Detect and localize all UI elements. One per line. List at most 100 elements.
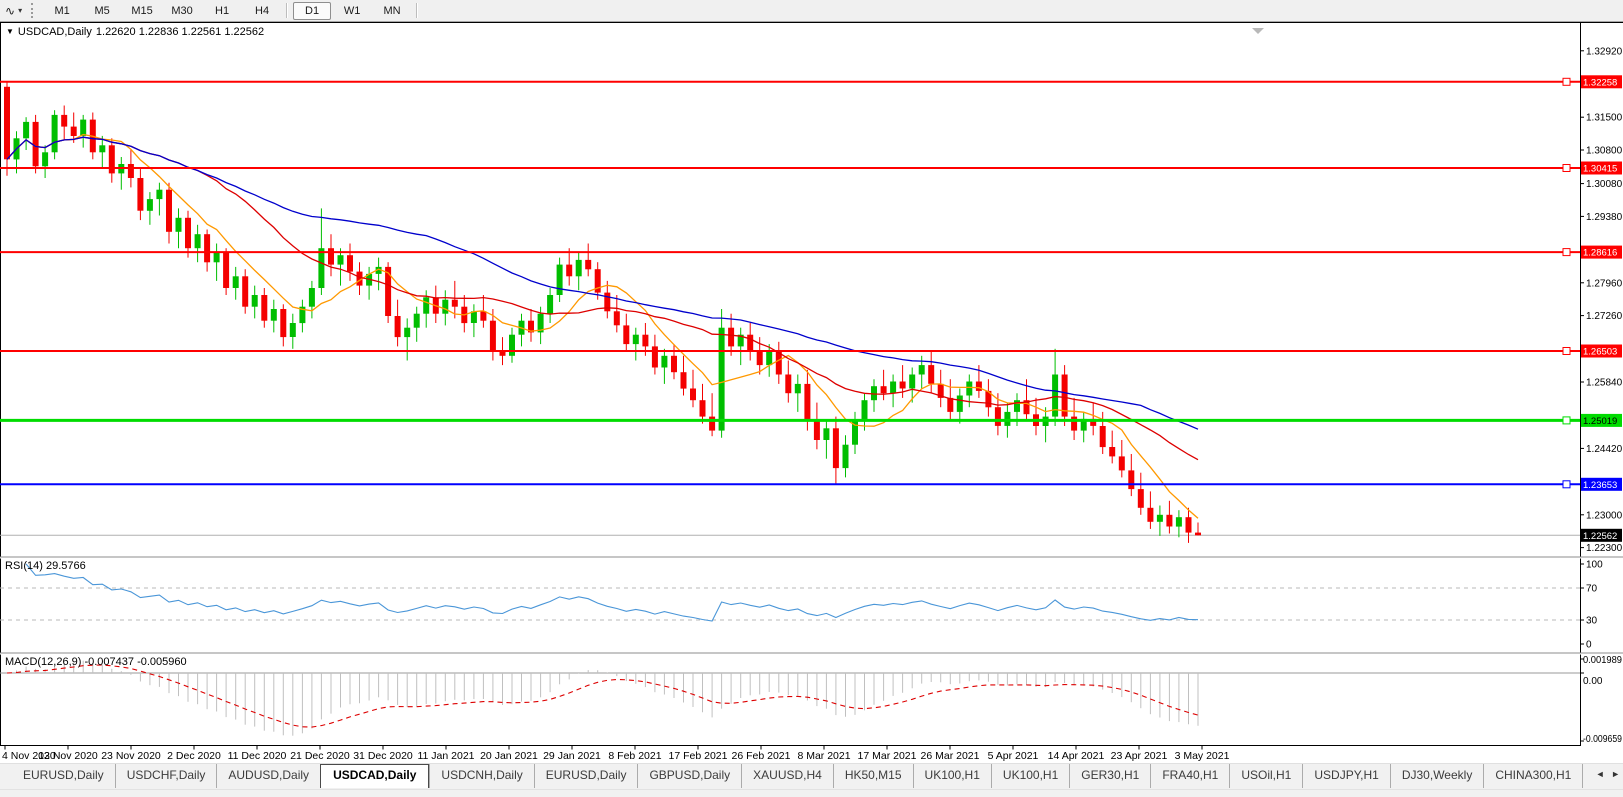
timeframe-button-d1[interactable]: D1 <box>293 1 332 20</box>
svg-text:1.25840: 1.25840 <box>1586 378 1623 389</box>
draw-tool-button[interactable]: ∿ ▾ <box>1 3 26 19</box>
svg-text:8 Feb 2021: 8 Feb 2021 <box>608 750 661 762</box>
toolbar-grip <box>31 3 35 18</box>
tab-china300-h1[interactable]: CHINA300,H1 <box>1483 764 1582 788</box>
svg-text:1.22562: 1.22562 <box>1583 531 1617 542</box>
svg-text:-0.009659: -0.009659 <box>1583 734 1622 745</box>
timeframe-button-h1[interactable]: H1 <box>215 4 230 17</box>
svg-text:70: 70 <box>1586 584 1598 595</box>
svg-text:2 Dec 2020: 2 Dec 2020 <box>167 750 221 762</box>
timeframe-button-m1[interactable]: M1 <box>54 4 70 17</box>
svg-text:8 Mar 2021: 8 Mar 2021 <box>797 750 850 762</box>
svg-text:14 Apr 2021: 14 Apr 2021 <box>1048 750 1105 762</box>
chart-quote: 1.22620 1.22836 1.22561 1.22562 <box>95 26 265 38</box>
chart-symbol: USDCAD,Daily <box>17 26 92 38</box>
draw-tool-icon: ∿ <box>5 3 16 18</box>
tab-usdjpy-h1[interactable]: USDJPY,H1 <box>1302 764 1389 788</box>
toolbar-separator <box>416 3 419 18</box>
ma-lines <box>6 133 1199 519</box>
svg-text:1.25019: 1.25019 <box>1583 416 1617 427</box>
svg-text:1.26503: 1.26503 <box>1583 347 1617 358</box>
svg-text:1.30080: 1.30080 <box>1586 179 1623 190</box>
macd-indicator-label: MACD(12,26,9) -0.007437 -0.005960 <box>5 656 187 668</box>
svg-text:31 Dec 2020: 31 Dec 2020 <box>353 750 413 762</box>
tab-usdcnh-daily[interactable]: USDCNH,Daily <box>429 764 533 788</box>
tab-eurusd-daily[interactable]: EURUSD,Daily <box>533 764 638 788</box>
svg-text:1.29380: 1.29380 <box>1586 212 1623 223</box>
svg-text:26 Feb 2021: 26 Feb 2021 <box>732 750 791 762</box>
timeframe-button-w1[interactable]: W1 <box>343 4 361 17</box>
svg-text:21 Dec 2020: 21 Dec 2020 <box>290 750 350 762</box>
chart-canvas[interactable]: 1.32920 1.31500 1.30800 1.30080 1.29380 1.279… <box>0 0 1623 763</box>
tab-eurusd-daily[interactable]: EURUSD,Daily <box>23 768 104 782</box>
tab-usdchf-daily[interactable]: USDCHF,Daily <box>114 764 217 788</box>
timeframe-buttons: M1 M5 M15 M30 H1 H4 D1 W1 MN <box>42 1 422 20</box>
svg-text:100: 100 <box>1586 560 1603 571</box>
svg-text:0.001989: 0.001989 <box>1583 655 1622 666</box>
svg-text:30: 30 <box>1586 616 1598 627</box>
tab-gbpusd-daily[interactable]: GBPUSD,Daily <box>637 764 741 788</box>
svg-text:1.27260: 1.27260 <box>1586 311 1623 322</box>
tab-scroll-left-icon[interactable]: ◄ <box>1595 769 1605 779</box>
timeframe-button-mn[interactable]: MN <box>383 4 401 17</box>
svg-text:1.28616: 1.28616 <box>1583 248 1617 259</box>
chevron-down-icon: ▾ <box>18 6 23 15</box>
horizontal-level-lines[interactable] <box>0 77 1580 489</box>
svg-text:1.30800: 1.30800 <box>1586 146 1623 157</box>
tab-audusd-daily[interactable]: AUDUSD,Daily <box>216 764 320 788</box>
svg-text:0.00: 0.00 <box>1583 676 1603 687</box>
tab-xauusd-h4[interactable]: XAUUSD,H4 <box>741 764 833 788</box>
svg-text:1.27960: 1.27960 <box>1586 278 1623 289</box>
tab-scroll-right-icon[interactable]: ► <box>1611 769 1620 779</box>
svg-text:17 Mar 2021: 17 Mar 2021 <box>858 750 917 762</box>
svg-text:23 Apr 2021: 23 Apr 2021 <box>1111 750 1168 762</box>
pane-dividers <box>0 556 1623 655</box>
tab-fra40-h1[interactable]: FRA40,H1 <box>1150 764 1229 788</box>
symbol-tab-bar: EURUSD,Daily USDCHF,Daily AUDUSD,Daily USDC… <box>0 763 1623 797</box>
timeframe-button-m30[interactable]: M30 <box>171 4 193 17</box>
svg-text:1.23000: 1.23000 <box>1586 510 1623 521</box>
macd-pane: 0.001989 0.00 -0.009659 <box>0 655 1622 745</box>
svg-text:3 May 2021: 3 May 2021 <box>1175 750 1230 762</box>
toolbar-separator <box>286 3 289 18</box>
svg-text:17 Feb 2021: 17 Feb 2021 <box>669 750 728 762</box>
rsi-indicator-label: RSI(14) 29.5766 <box>5 560 86 572</box>
timeframe-button-m5[interactable]: M5 <box>94 4 110 17</box>
svg-text:1.32920: 1.32920 <box>1586 46 1623 57</box>
tab-usdcad-daily[interactable]: USDCAD,Daily <box>320 764 430 788</box>
tab-uk100-h1[interactable]: UK100,H1 <box>990 764 1069 788</box>
tab-u[interactable]: U <box>1582 764 1585 788</box>
chart-shift-marker[interactable] <box>1252 28 1264 34</box>
svg-text:4 Nov 2020: 4 Nov 2020 <box>2 750 56 762</box>
svg-text:1.24420: 1.24420 <box>1586 444 1623 455</box>
svg-text:1.30415: 1.30415 <box>1583 164 1617 175</box>
svg-text:23 Nov 2020: 23 Nov 2020 <box>101 750 161 762</box>
toolbar: ∿ ▾ M1 M5 M15 M30 H1 H4 D1 W1 MN <box>0 0 1623 22</box>
svg-text:1.23653: 1.23653 <box>1583 480 1617 491</box>
candlestick-series <box>4 82 1201 543</box>
timeframe-button-h4[interactable]: H4 <box>255 4 270 17</box>
tab-uk100-h1[interactable]: UK100,H1 <box>912 764 991 788</box>
timeframe-button-m15[interactable]: M15 <box>131 4 153 17</box>
svg-text:29 Jan 2021: 29 Jan 2021 <box>543 750 601 762</box>
chart-title: ▼ USDCAD,Daily 1.22620 1.22836 1.22561 1.2… <box>6 26 268 38</box>
tab-scroll-arrows: ◄ ► <box>1592 769 1620 779</box>
tab-dj30-weekly[interactable]: DJ30,Weekly <box>1389 764 1483 788</box>
svg-text:13 Nov 2020: 13 Nov 2020 <box>38 750 98 762</box>
svg-text:20 Jan 2021: 20 Jan 2021 <box>480 750 538 762</box>
tab-hk50-m15[interactable]: HK50,M15 <box>832 764 913 788</box>
tab-usoil-h1[interactable]: USOil,H1 <box>1229 764 1302 788</box>
svg-text:1.31500: 1.31500 <box>1586 113 1623 124</box>
collapse-triangle-icon[interactable]: ▼ <box>6 27 14 36</box>
price-axis-labels: 1.32920 1.31500 1.30800 1.30080 1.29380 1.279… <box>1580 46 1623 554</box>
svg-text:1.22300: 1.22300 <box>1586 543 1623 554</box>
svg-text:1.32258: 1.32258 <box>1583 77 1617 88</box>
rsi-pane: 100 70 30 0 <box>0 560 1603 651</box>
svg-text:26 Mar 2021: 26 Mar 2021 <box>921 750 980 762</box>
svg-text:11 Jan 2021: 11 Jan 2021 <box>417 750 474 762</box>
svg-text:0: 0 <box>1586 640 1592 651</box>
tab-strip: EURUSD,Daily USDCHF,Daily AUDUSD,Daily USDC… <box>0 764 1585 788</box>
tab-ger30-h1[interactable]: GER30,H1 <box>1069 764 1150 788</box>
